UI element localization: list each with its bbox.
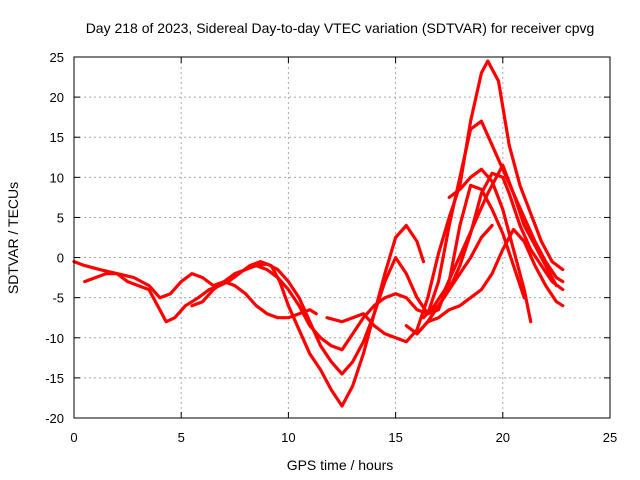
- x-axis-label: GPS time / hours: [287, 457, 394, 473]
- y-tick-label: -20: [45, 411, 64, 426]
- x-tick-label: 5: [178, 430, 185, 445]
- y-tick-label: 0: [57, 251, 64, 266]
- series-satellite-track-9: [447, 167, 533, 324]
- chart-title: Day 218 of 2023, Sidereal Day-to-day VTE…: [86, 20, 595, 36]
- series-satellite-track-2: [83, 223, 426, 408]
- y-tick-label: 25: [50, 50, 64, 65]
- series-satellite-track-5: [325, 59, 565, 344]
- y-tick-label: -5: [52, 291, 64, 306]
- x-tick-label: 10: [281, 430, 295, 445]
- y-tick-label: 5: [57, 210, 64, 225]
- x-tick-labels: 0 5 10 15 20 25: [70, 430, 617, 445]
- series-satellite-track-10: [404, 223, 494, 336]
- series-satellite-track-3: [190, 280, 318, 320]
- y-tick-label: -15: [45, 371, 64, 386]
- x-tick-label: 15: [388, 430, 402, 445]
- x-tick-label: 20: [496, 430, 510, 445]
- series-group: [72, 59, 565, 408]
- y-tick-labels: -20 -15 -10 -5 0 5 10 15 20 25: [45, 50, 64, 426]
- y-tick-label: -10: [45, 331, 64, 346]
- tick-marks: [73, 56, 611, 419]
- series-satellite-track-1: [72, 183, 526, 352]
- y-tick-label: 15: [50, 130, 64, 145]
- y-tick-label: 20: [50, 90, 64, 105]
- series-satellite-track-6: [415, 227, 565, 336]
- x-tick-label: 0: [70, 430, 77, 445]
- plot-frame: [73, 56, 611, 419]
- x-tick-label: 25: [603, 430, 617, 445]
- y-tick-label: 10: [50, 170, 64, 185]
- y-axis-label: SDTVAR / TECUs: [5, 182, 21, 294]
